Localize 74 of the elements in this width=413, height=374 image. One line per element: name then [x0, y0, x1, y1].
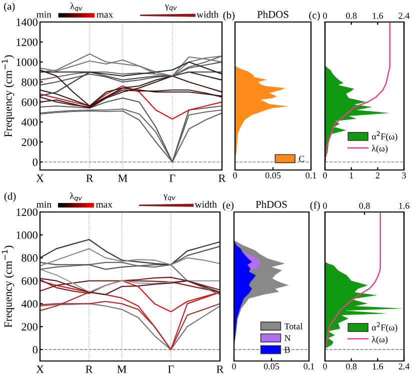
x2-tick-label: 0.8 [359, 202, 370, 209]
x-tick-label: X [36, 174, 44, 182]
x2-tick-label: 0.8 [346, 12, 357, 19]
y-tick-label: 200 [22, 323, 38, 331]
x-tick-label: Γ [169, 174, 176, 182]
x-tick-label: 0.05 [264, 363, 280, 370]
chart-title: PhDOS [257, 10, 288, 18]
y-tick-label: 800 [22, 254, 38, 262]
y-axis-title: Frequency (cm$^{−1}$) [2, 55, 14, 137]
y-tick-label: 1200 [16, 38, 38, 46]
text: (f) [310, 201, 320, 211]
x-tick-label: 0.05 [265, 172, 281, 178]
x2-tick-label: 1.6 [372, 12, 384, 19]
y-tick-label: 1200 [16, 208, 38, 216]
x-tick-label: Γ [168, 366, 174, 373]
y-tick-label: 0 [32, 158, 38, 166]
text: (b) [223, 11, 235, 21]
text: (d) [4, 192, 16, 202]
x-tick-label: 0 [323, 172, 327, 178]
x-tick-label: M [117, 366, 126, 373]
text: min [36, 201, 52, 208]
text: (c) [309, 11, 320, 21]
y-tick-label: 1000 [16, 231, 38, 239]
text: γ$_{qv}$ [164, 4, 177, 12]
x2-tick-label: 0 [323, 12, 327, 19]
text: λ$_{qv}$ [70, 192, 82, 202]
legend-label: α$^{2}$F(ω) [372, 322, 398, 332]
legend-label: λ(ω) [372, 145, 388, 154]
x-tick-label: 0 [233, 172, 237, 178]
x-tick-label: 0 [232, 363, 236, 370]
x-tick-label: R [86, 366, 93, 373]
y-tick-label: 400 [21, 300, 38, 308]
x-tick-label: 1.6 [372, 363, 384, 370]
y-tick-label: 400 [21, 118, 38, 126]
x-tick-label: 0.1 [304, 363, 314, 370]
legend-label: B [284, 346, 290, 353]
x2-tick-label: 2.4 [398, 12, 410, 19]
text: γ$_{qv}$ [164, 194, 176, 202]
x-tick-label: R [86, 174, 94, 182]
y-tick-label: 1000 [16, 58, 38, 66]
legend-label: λ(ω) [372, 336, 388, 344]
y-axis-title: Frequency (cm$^{−1}$) [2, 246, 14, 328]
text: (a) [4, 2, 15, 12]
legend-label: Total [284, 322, 302, 330]
y-tick-label: 200 [22, 138, 38, 146]
x2-tick-label: 1.6 [399, 202, 410, 209]
x-tick-label: R [216, 366, 224, 373]
x-tick-label: M [118, 174, 128, 182]
legend-label: C [299, 156, 304, 162]
text: width [194, 200, 217, 208]
chart-title: PhDOS [256, 200, 287, 208]
text: width [196, 10, 219, 18]
text: λ$_{qv}$ [70, 2, 82, 12]
y-tick-label: 1400 [16, 18, 38, 26]
x-tick-label: 1 [350, 172, 354, 178]
text: min [36, 11, 52, 18]
x-tick-label: R [218, 174, 226, 182]
text: max [96, 203, 112, 208]
x-tick-label: 0.1 [306, 172, 316, 178]
y-tick-label: 0 [32, 346, 38, 354]
x-tick-label: 2.4 [398, 363, 410, 370]
x-tick-label: 0.8 [346, 363, 357, 370]
x-tick-label: X [36, 366, 44, 373]
x-tick-label: 2 [376, 172, 380, 178]
x2-tick-label: 0 [323, 202, 327, 209]
legend-label: N [284, 335, 291, 341]
x-tick-label: 0 [323, 363, 327, 370]
legend-label: α$^{2}$F(ω) [372, 131, 398, 142]
text: max [96, 13, 114, 18]
y-tick-label: 600 [22, 98, 38, 106]
y-tick-label: 800 [22, 78, 38, 86]
text: (e) [222, 201, 234, 211]
x-tick-label: 3 [402, 172, 406, 178]
y-tick-label: 600 [22, 277, 38, 285]
